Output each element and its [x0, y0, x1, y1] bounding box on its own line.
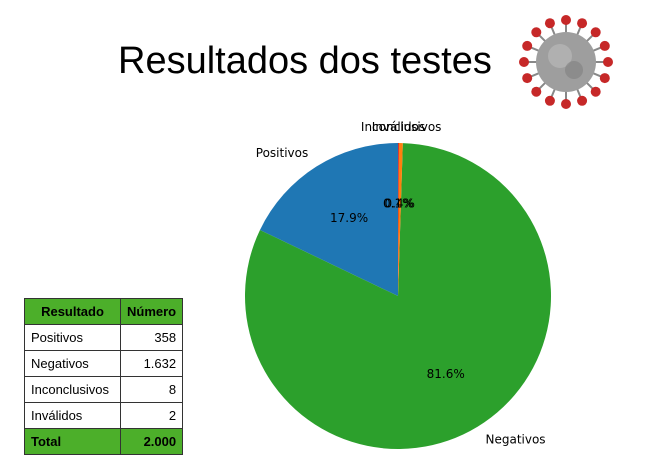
- table-total-value: 2.000: [119, 428, 184, 455]
- pie-slice-positivos: [259, 143, 398, 296]
- coronavirus-icon: [519, 15, 613, 109]
- table-cell-value: 8: [119, 376, 184, 403]
- table-total-label: Total: [24, 428, 121, 455]
- table-cell-value: 2: [119, 402, 184, 429]
- table-row: Negativos 1.632: [24, 350, 184, 377]
- slice-label-negativos: Negativos: [485, 432, 545, 446]
- pie-slice-inválidos: [398, 143, 399, 296]
- table-cell-label: Negativos: [24, 350, 121, 377]
- slice-pct-negativos: 81.6%: [427, 367, 465, 381]
- table-header-numero: Número: [119, 298, 184, 325]
- results-table: Resultado Número Positivos 358 Negativos…: [24, 298, 184, 455]
- table-row: Positivos 358: [24, 324, 184, 351]
- slice-label-inconclusivos: Inconclusivos: [361, 120, 442, 134]
- slice-pct-inválidos: 0.1%: [383, 197, 414, 211]
- table-cell-value: 1.632: [119, 350, 184, 377]
- table-header-row: Resultado Número: [24, 298, 184, 325]
- slice-label-inválidos: Inválidos: [372, 120, 425, 134]
- table-header-resultado: Resultado: [24, 298, 121, 325]
- table-cell-value: 358: [119, 324, 184, 351]
- table-cell-label: Positivos: [24, 324, 121, 351]
- table-cell-label: Inconclusivos: [24, 376, 121, 403]
- table-cell-label: Inválidos: [24, 402, 121, 429]
- table-total-row: Total 2.000: [24, 428, 184, 455]
- table-row: Inconclusivos 8: [24, 376, 184, 403]
- slice-pct-positivos: 17.9%: [330, 211, 368, 225]
- page-title: Resultados dos testes: [118, 40, 492, 82]
- slice-label-positivos: Positivos: [256, 146, 308, 160]
- pie-slice-inconclusivos: [398, 143, 403, 296]
- table-row: Inválidos 2: [24, 402, 184, 429]
- pie-slice-negativos: [245, 143, 552, 449]
- slice-pct-inconclusivos: 0.4%: [384, 197, 415, 211]
